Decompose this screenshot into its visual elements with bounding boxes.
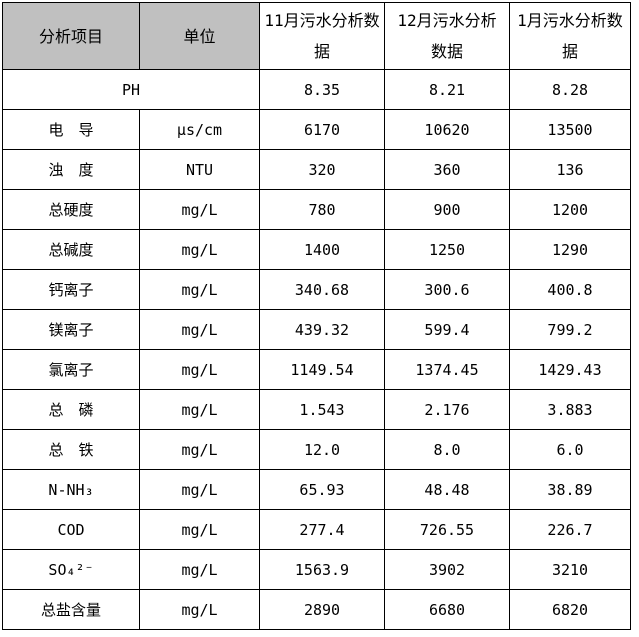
value-cell: 136	[509, 149, 631, 190]
header-nov: 11月污水分析数据	[259, 2, 385, 70]
value-cell: 1200	[509, 189, 631, 230]
value-cell: 48.48	[384, 469, 510, 510]
header-row: 分析项目 单位 11月污水分析数据 12月污水分析数据 1月污水分析数据	[2, 2, 631, 70]
value-cell: 6680	[384, 589, 510, 630]
unit-cell: mg/L	[139, 589, 260, 630]
table-row: 总盐含量 mg/L 2890 6680 6820	[2, 589, 631, 630]
unit-cell: mg/L	[139, 509, 260, 550]
table-row: 电 导 μs/cm 6170 10620 13500	[2, 109, 631, 150]
item-cell: 氯离子	[2, 349, 140, 390]
value-cell: 1.543	[259, 389, 385, 430]
unit-cell: mg/L	[139, 429, 260, 470]
ph-label: PH	[2, 69, 260, 110]
unit-cell: mg/L	[139, 349, 260, 390]
value-cell: 400.8	[509, 269, 631, 310]
value-cell: 277.4	[259, 509, 385, 550]
item-cell: 浊 度	[2, 149, 140, 190]
item-cell: 总硬度	[2, 189, 140, 230]
value-cell: 340.68	[259, 269, 385, 310]
header-jan: 1月污水分析数据	[509, 2, 631, 70]
item-cell: 总盐含量	[2, 589, 140, 630]
item-cell: 总 磷	[2, 389, 140, 430]
value-cell: 300.6	[384, 269, 510, 310]
value-cell: 799.2	[509, 309, 631, 350]
item-cell: 钙离子	[2, 269, 140, 310]
value-cell: 226.7	[509, 509, 631, 550]
item-cell: 电 导	[2, 109, 140, 150]
value-cell: 1429.43	[509, 349, 631, 390]
value-cell: 10620	[384, 109, 510, 150]
unit-cell: mg/L	[139, 269, 260, 310]
item-cell: 总碱度	[2, 229, 140, 270]
item-cell: N-NH₃	[2, 469, 140, 510]
value-cell: 13500	[509, 109, 631, 150]
value-cell: 1374.45	[384, 349, 510, 390]
header-item: 分析项目	[2, 2, 140, 70]
water-analysis-table: 分析项目 单位 11月污水分析数据 12月污水分析数据 1月污水分析数据 PH …	[2, 2, 631, 630]
value-cell: 1563.9	[259, 549, 385, 590]
item-cell: SO₄²⁻	[2, 549, 140, 590]
value-cell: 320	[259, 149, 385, 190]
header-unit: 单位	[139, 2, 260, 70]
value-cell: 1149.54	[259, 349, 385, 390]
value-cell: 6.0	[509, 429, 631, 470]
value-cell: 8.28	[509, 69, 631, 110]
value-cell: 3902	[384, 549, 510, 590]
unit-cell: NTU	[139, 149, 260, 190]
value-cell: 360	[384, 149, 510, 190]
value-cell: 3.883	[509, 389, 631, 430]
table-row: SO₄²⁻ mg/L 1563.9 3902 3210	[2, 549, 631, 590]
unit-cell: mg/L	[139, 229, 260, 270]
unit-cell: mg/L	[139, 189, 260, 230]
table-row: 总碱度 mg/L 1400 1250 1290	[2, 229, 631, 270]
table-row: 浊 度 NTU 320 360 136	[2, 149, 631, 190]
header-dec: 12月污水分析数据	[384, 2, 510, 70]
table-row: N-NH₃ mg/L 65.93 48.48 38.89	[2, 469, 631, 510]
item-cell: 镁离子	[2, 309, 140, 350]
value-cell: 900	[384, 189, 510, 230]
value-cell: 3210	[509, 549, 631, 590]
value-cell: 8.35	[259, 69, 385, 110]
value-cell: 439.32	[259, 309, 385, 350]
value-cell: 1400	[259, 229, 385, 270]
value-cell: 1250	[384, 229, 510, 270]
value-cell: 2890	[259, 589, 385, 630]
value-cell: 65.93	[259, 469, 385, 510]
value-cell: 726.55	[384, 509, 510, 550]
unit-cell: μs/cm	[139, 109, 260, 150]
value-cell: 38.89	[509, 469, 631, 510]
unit-cell: mg/L	[139, 469, 260, 510]
value-cell: 6170	[259, 109, 385, 150]
value-cell: 2.176	[384, 389, 510, 430]
value-cell: 8.21	[384, 69, 510, 110]
table-row: 总硬度 mg/L 780 900 1200	[2, 189, 631, 230]
value-cell: 1290	[509, 229, 631, 270]
table-row-ph: PH 8.35 8.21 8.28	[2, 69, 631, 110]
table-row: 镁离子 mg/L 439.32 599.4 799.2	[2, 309, 631, 350]
value-cell: 599.4	[384, 309, 510, 350]
table-row: 氯离子 mg/L 1149.54 1374.45 1429.43	[2, 349, 631, 390]
value-cell: 8.0	[384, 429, 510, 470]
value-cell: 780	[259, 189, 385, 230]
unit-cell: mg/L	[139, 309, 260, 350]
table-row: 钙离子 mg/L 340.68 300.6 400.8	[2, 269, 631, 310]
unit-cell: mg/L	[139, 389, 260, 430]
item-cell: COD	[2, 509, 140, 550]
item-cell: 总 铁	[2, 429, 140, 470]
table-row: COD mg/L 277.4 726.55 226.7	[2, 509, 631, 550]
unit-cell: mg/L	[139, 549, 260, 590]
table-row: 总 磷 mg/L 1.543 2.176 3.883	[2, 389, 631, 430]
value-cell: 6820	[509, 589, 631, 630]
table-row: 总 铁 mg/L 12.0 8.0 6.0	[2, 429, 631, 470]
value-cell: 12.0	[259, 429, 385, 470]
